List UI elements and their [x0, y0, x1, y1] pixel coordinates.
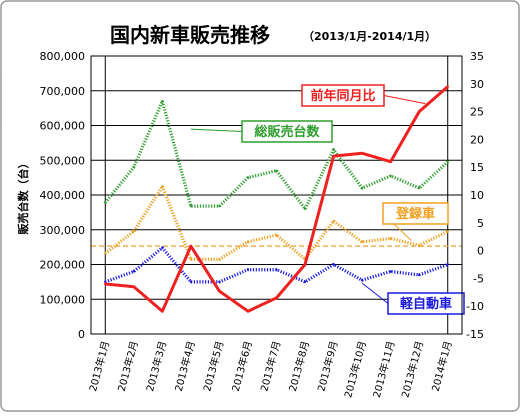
data-point — [275, 169, 278, 172]
series-label-box — [387, 292, 465, 315]
series-label: 登録車 — [395, 206, 435, 222]
y2-tick-label: 15 — [470, 161, 484, 174]
chart-subtitle: （2013/1月-2014/1月） — [303, 30, 436, 43]
label-leader-line — [361, 282, 389, 304]
data-point — [161, 310, 164, 313]
data-point — [446, 263, 449, 266]
data-point — [161, 99, 164, 103]
data-point — [275, 296, 278, 300]
y2-tick-label: 20 — [470, 133, 484, 146]
data-point — [218, 289, 221, 293]
data-point — [218, 258, 221, 261]
data-point — [446, 230, 449, 233]
data-point — [104, 282, 107, 286]
y2-tick-label: -15 — [466, 328, 484, 341]
series-lines — [104, 85, 449, 313]
data-point — [303, 207, 307, 211]
data-point — [218, 280, 221, 284]
data-point — [332, 263, 335, 266]
data-point — [360, 278, 364, 282]
data-point — [132, 285, 136, 288]
data-point — [332, 154, 335, 158]
data-point — [389, 174, 392, 178]
y-tick-label: 100,000 — [40, 293, 86, 306]
data-point — [161, 185, 164, 188]
data-point — [104, 252, 107, 255]
series-label-box — [382, 202, 449, 225]
data-point — [417, 244, 421, 247]
data-point — [104, 201, 107, 204]
y-axis-ticks: 0 100,000 200,000 300,000 400,000 500,000 600,… — [40, 50, 86, 341]
data-point — [132, 270, 136, 273]
data-point — [189, 280, 193, 284]
y2-tick-label: 10 — [470, 189, 484, 202]
reference-line — [91, 56, 462, 334]
data-point — [446, 160, 449, 164]
data-point — [303, 263, 307, 266]
data-point — [246, 176, 250, 179]
data-point — [104, 280, 107, 284]
data-point — [161, 246, 164, 250]
y2-axis-ticks: -15 -10 -5 0 5 10 15 20 25 30 35 — [466, 50, 484, 341]
y-tick-label: 300,000 — [40, 224, 86, 237]
data-point — [389, 237, 392, 240]
series-label: 前年同月比 — [310, 88, 375, 104]
y2-tick-label: 30 — [470, 78, 484, 91]
y2-tick-label: -5 — [473, 272, 484, 285]
data-point — [332, 219, 335, 223]
data-point — [189, 244, 193, 248]
data-point — [303, 280, 307, 284]
y-axis-label: 販売台数（台） — [16, 158, 30, 235]
y2-tick-label: 5 — [477, 217, 484, 230]
y-tick-label: 800,000 — [40, 50, 86, 63]
y-tick-label: 600,000 — [40, 120, 86, 133]
data-point — [246, 310, 250, 313]
data-point — [446, 85, 449, 88]
label-leader-line — [190, 128, 243, 132]
data-point — [275, 233, 278, 237]
series-label: 軽自動車 — [400, 296, 452, 312]
data-point — [389, 160, 392, 163]
data-point — [275, 268, 278, 271]
y2-tick-label: 35 — [470, 50, 484, 63]
data-point — [189, 258, 193, 261]
plot-area — [90, 55, 463, 335]
data-point — [132, 230, 136, 233]
y-tick-label: 200,000 — [40, 259, 86, 272]
data-point — [417, 110, 421, 113]
chart-title: 国内新車販売推移 — [110, 23, 270, 47]
data-point — [332, 148, 335, 152]
data-point — [246, 240, 250, 244]
y-tick-label: 400,000 — [40, 189, 86, 202]
data-point — [417, 273, 421, 277]
y-tick-label: 0 — [78, 328, 85, 341]
series-label: 総販売台数 — [254, 124, 320, 140]
data-point — [417, 186, 421, 190]
y-tick-label: 500,000 — [40, 154, 86, 167]
data-point — [389, 270, 392, 273]
y2-tick-label: -10 — [466, 300, 484, 313]
y2-tick-label: 0 — [477, 245, 484, 258]
data-point — [360, 152, 364, 155]
series-label-box — [301, 84, 385, 107]
label-leader-line — [383, 95, 426, 105]
data-point — [246, 268, 250, 271]
series-label-box — [241, 120, 333, 143]
data-point — [132, 166, 136, 169]
data-point — [360, 240, 364, 244]
y2-tick-label: 25 — [470, 106, 484, 119]
data-point — [189, 204, 193, 208]
data-point — [360, 186, 364, 190]
y-tick-label: 700,000 — [40, 85, 86, 98]
data-point — [218, 204, 221, 208]
